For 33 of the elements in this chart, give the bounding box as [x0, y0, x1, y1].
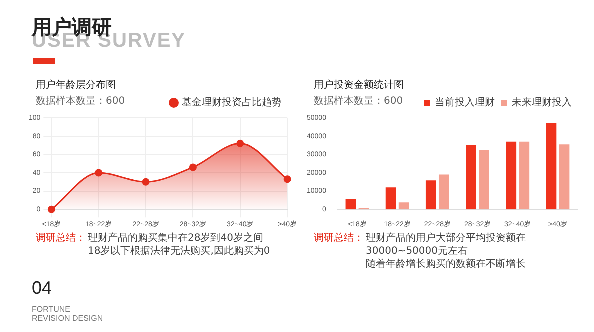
text: 调研总结：: [36, 232, 86, 245]
bar: [506, 142, 517, 210]
chart-title: 用户年龄层分布图: [36, 78, 116, 92]
legend-label: 未来理财投入: [512, 96, 572, 109]
chart-subtitle: 数据样本数量：600: [36, 94, 126, 108]
point: [48, 206, 56, 214]
point: [189, 164, 197, 172]
bar: [426, 180, 436, 210]
legend-label: 基金理财投资占比趋势: [182, 96, 282, 109]
chart-subtitle: 数据样本数量：600: [314, 94, 404, 108]
bar: [398, 202, 410, 210]
text: REVISION DESIGN: [32, 314, 104, 323]
text: 理财产品的用户大部分平均投资额在30000~50000元左右: [366, 232, 527, 258]
text: 理财产品的购买集中在28岁到40岁之间: [88, 232, 264, 245]
text: 调研总结：: [314, 232, 364, 245]
chart-title: 用户投资金额统计图: [314, 78, 404, 92]
bar: [386, 188, 396, 210]
point: [284, 176, 292, 184]
text: 04: [32, 278, 52, 299]
bar: [519, 142, 530, 210]
bar: [479, 150, 490, 210]
point: [236, 140, 244, 148]
text: 18岁以下根据法律无法购买,因此购买为0: [88, 245, 272, 258]
text: FORTUNE: [32, 305, 71, 314]
bar: [559, 144, 570, 210]
text: 随着年龄增长购买的数额在不断增长: [366, 258, 527, 271]
bar: [438, 174, 450, 210]
point: [95, 169, 103, 177]
bar: [346, 200, 356, 210]
bar: [466, 145, 476, 210]
legend-label: 当前投入理财: [435, 96, 495, 109]
bar: [546, 123, 557, 210]
point: [142, 178, 150, 186]
